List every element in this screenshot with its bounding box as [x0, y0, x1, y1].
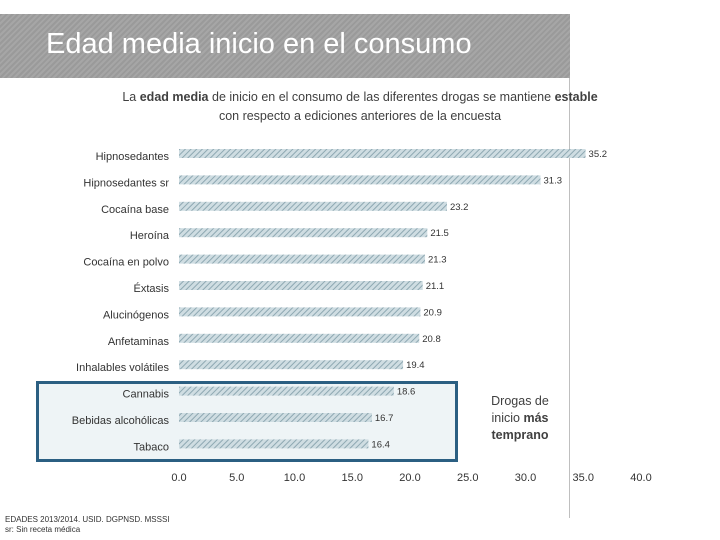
title-bar: Edad media inicio en el consumo — [0, 14, 570, 78]
bar-7 — [179, 333, 420, 343]
slide-title: Edad media inicio en el consumo — [46, 28, 472, 60]
subtitle-bold-d: estable — [554, 90, 598, 104]
bar-8 — [179, 360, 404, 370]
subtitle-bold-a: edad media — [139, 90, 209, 104]
value-label-1: 31.3 — [544, 175, 563, 186]
category-label-2: Cocaína base — [101, 204, 169, 216]
category-label-0: Hipnosedantes — [96, 151, 170, 163]
annotation-line2a: inicio — [491, 411, 524, 425]
value-label-5: 21.1 — [426, 281, 445, 292]
value-label-11: 16.4 — [371, 439, 390, 450]
bar-2 — [179, 201, 447, 211]
category-label-4: Cocaína en polvo — [83, 257, 169, 269]
source-line2: sr: Sin receta médica — [5, 525, 81, 534]
subtitle: La edad media de inicio en el consumo de… — [60, 88, 660, 126]
category-label-7: Anfetaminas — [108, 336, 170, 348]
value-label-6: 20.9 — [423, 307, 442, 318]
divider-line — [569, 78, 570, 518]
bar-11 — [179, 439, 369, 449]
bar-10 — [179, 413, 372, 422]
annotation-text: Drogas de inicio más temprano — [470, 393, 570, 444]
x-tick-label-7: 35.0 — [573, 472, 594, 484]
subtitle-text-c: de inicio en el consumo de las diferente… — [208, 90, 555, 104]
bar-6 — [179, 307, 421, 317]
value-label-4: 21.3 — [428, 255, 447, 266]
bar-1 — [179, 175, 541, 185]
subtitle-line2: con respecto a ediciones anteriores de l… — [218, 109, 502, 123]
value-label-7: 20.8 — [422, 334, 441, 345]
value-label-8: 19.4 — [406, 360, 425, 371]
x-tick-label-3: 15.0 — [342, 472, 363, 484]
x-tick-label-6: 30.0 — [515, 472, 536, 484]
source-note: EDADES 2013/2014. USID. DGPNSD. MSSSI sr… — [5, 515, 170, 535]
x-tick-label-0: 0.0 — [171, 472, 186, 484]
bar-0 — [179, 149, 586, 158]
bar-4 — [179, 254, 426, 264]
annotation-line1: Drogas de — [491, 394, 549, 408]
x-tick-label-2: 10.0 — [284, 472, 305, 484]
subtitle-text-a: La — [122, 90, 140, 104]
category-label-6: Alucinógenos — [103, 309, 170, 321]
bar-3 — [179, 228, 428, 238]
x-tick-label-5: 25.0 — [457, 472, 478, 484]
x-tick-label-1: 5.0 — [229, 472, 244, 484]
category-label-5: Éxtasis — [134, 282, 170, 295]
category-label-11: Tabaco — [134, 441, 169, 453]
value-label-0: 35.2 — [589, 149, 608, 160]
source-line1: EDADES 2013/2014. USID. DGPNSD. MSSSI — [5, 515, 170, 524]
x-tick-label-8: 40.0 — [630, 472, 651, 484]
x-tick-label-4: 20.0 — [399, 472, 420, 484]
value-label-3: 21.5 — [430, 228, 449, 239]
category-label-1: Hipnosedantes sr — [83, 177, 169, 189]
value-label-9: 18.6 — [397, 387, 416, 398]
category-label-8: Inhalables volátiles — [76, 362, 169, 374]
category-label-9: Cannabis — [123, 389, 170, 401]
value-label-10: 16.7 — [375, 413, 394, 424]
bar-5 — [179, 281, 423, 290]
value-label-2: 23.2 — [450, 202, 469, 213]
annotation-line3: temprano — [491, 428, 549, 442]
category-label-3: Heroína — [130, 230, 170, 242]
annotation-line2b: más — [523, 411, 549, 425]
category-label-10: Bebidas alcohólicas — [72, 415, 170, 427]
bar-9 — [179, 386, 394, 396]
